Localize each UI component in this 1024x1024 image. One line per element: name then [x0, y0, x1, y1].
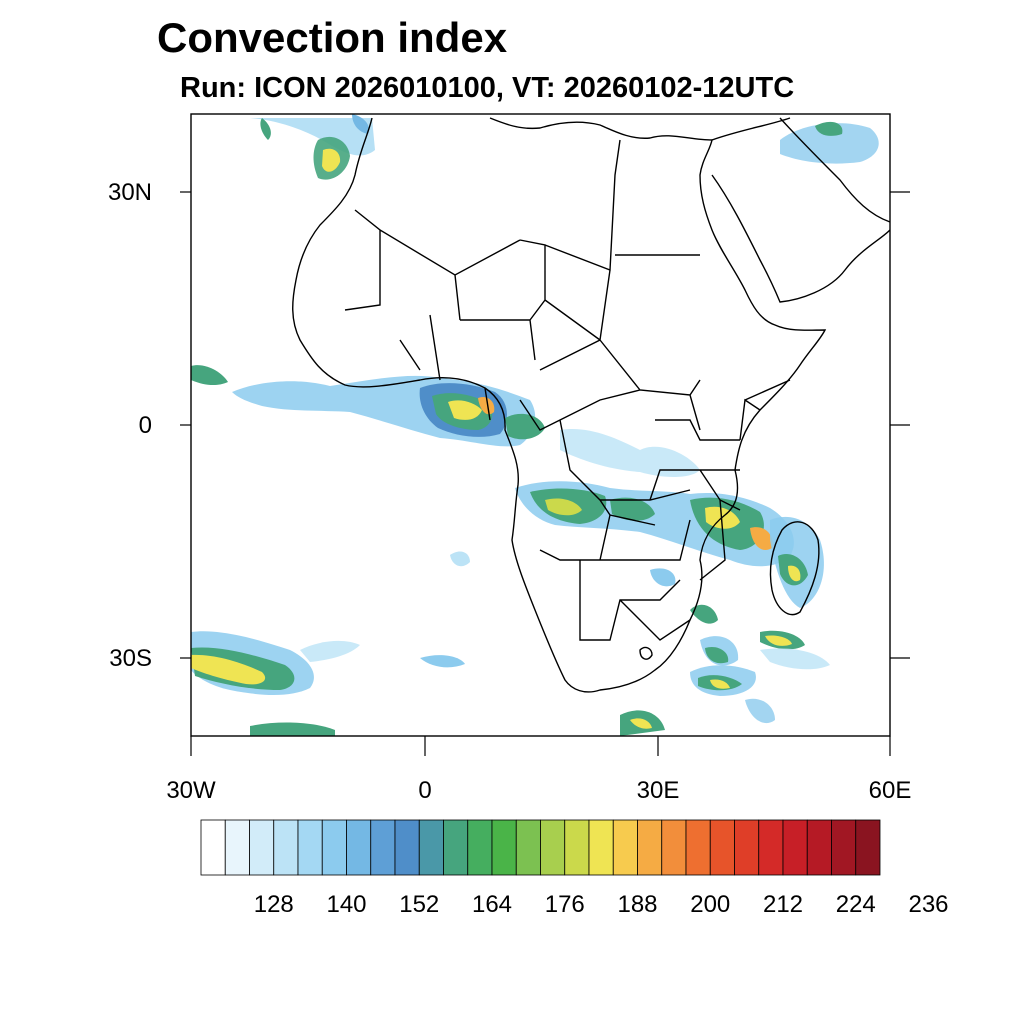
colorbar-swatch — [443, 819, 469, 876]
lat-label-30n: 30N — [108, 179, 152, 206]
convection-cell — [191, 365, 228, 386]
colorbar-swatch — [758, 819, 784, 876]
convection-cell — [815, 121, 843, 136]
colorbar-swatch — [370, 819, 396, 876]
convection-cell — [750, 527, 773, 550]
convection-field — [191, 114, 879, 736]
convection-cell — [650, 568, 676, 587]
map-title: Convection index — [157, 14, 508, 61]
lat-label-0: 0 — [139, 412, 152, 439]
colorbar-swatch — [346, 819, 372, 876]
lon-label-30w: 30W — [166, 777, 216, 804]
coastlines — [292, 117, 890, 693]
colorbar-label: 224 — [836, 891, 876, 918]
colorbar-swatch — [806, 819, 832, 876]
convection-cell — [545, 498, 582, 516]
colorbar-labels: 128 140 152 164 176 188 200 212 224 236 — [254, 891, 949, 918]
colorbar-swatch — [200, 819, 226, 876]
convection-cell — [450, 551, 470, 567]
colorbar-label: 140 — [326, 891, 366, 918]
convection-cell — [352, 114, 369, 134]
lat-label-30s: 30S — [109, 645, 152, 672]
convection-cell — [765, 635, 792, 646]
convection-cell — [690, 604, 718, 624]
colorbar-swatch — [224, 819, 250, 876]
axis-ticks — [180, 191, 910, 756]
convection-cell — [788, 565, 801, 582]
convection-cell — [322, 148, 341, 172]
convection-cell — [300, 640, 360, 662]
colorbar-swatch — [734, 819, 760, 876]
colorbar-swatch — [491, 819, 517, 876]
convection-cell — [780, 123, 879, 164]
colorbar-swatch — [831, 819, 857, 876]
arabia-coastline — [711, 117, 890, 303]
convection-cell — [250, 722, 335, 736]
colorbar-label: 164 — [472, 891, 512, 918]
lon-label-30e: 30E — [637, 777, 680, 804]
country-borders — [344, 139, 791, 641]
colorbar-swatch — [540, 819, 566, 876]
colorbar-swatch — [418, 819, 444, 876]
convection-cell — [760, 648, 830, 670]
lon-label-0: 0 — [418, 777, 431, 804]
colorbar-label: 128 — [254, 891, 294, 918]
colorbar-swatch — [297, 819, 323, 876]
colorbar — [200, 819, 881, 876]
colorbar-swatch — [709, 819, 735, 876]
colorbar-swatch — [249, 819, 275, 876]
madagascar-coastline — [769, 521, 820, 616]
convection-cell — [560, 429, 700, 477]
colorbar-swatch — [661, 819, 687, 876]
convection-cell — [191, 654, 266, 685]
colorbar-swatch — [467, 819, 493, 876]
colorbar-swatch — [564, 819, 590, 876]
colorbar-swatch — [637, 819, 663, 876]
lon-label-60e: 60E — [869, 777, 912, 804]
convection-cell — [448, 400, 482, 420]
colorbar-swatch — [855, 819, 881, 876]
colorbar-swatch — [685, 819, 711, 876]
colorbar-label: 200 — [690, 891, 730, 918]
colorbar-swatch — [515, 819, 541, 876]
colorbar-label: 212 — [763, 891, 803, 918]
convection-cell — [610, 497, 655, 521]
convection-cell — [705, 646, 729, 664]
colorbar-swatch — [612, 819, 638, 876]
colorbar-label: 188 — [617, 891, 657, 918]
convection-cell — [260, 118, 271, 140]
lesotho-border — [639, 646, 653, 660]
convection-cell — [710, 679, 730, 689]
convection-cell — [478, 396, 495, 415]
convection-cell — [630, 718, 652, 729]
colorbar-label: 236 — [908, 891, 948, 918]
colorbar-label: 152 — [399, 891, 439, 918]
convection-cell — [745, 698, 775, 724]
colorbar-label: 176 — [545, 891, 585, 918]
convection-cell — [505, 413, 545, 440]
convection-cell — [420, 655, 465, 668]
colorbar-swatch — [782, 819, 808, 876]
colorbar-swatch — [273, 819, 299, 876]
map-subtitle: Run: ICON 2026010100, VT: 20260102-12UTC — [180, 72, 795, 104]
colorbar-swatch — [394, 819, 420, 876]
colorbar-swatch — [321, 819, 347, 876]
colorbar-swatch — [588, 819, 614, 876]
